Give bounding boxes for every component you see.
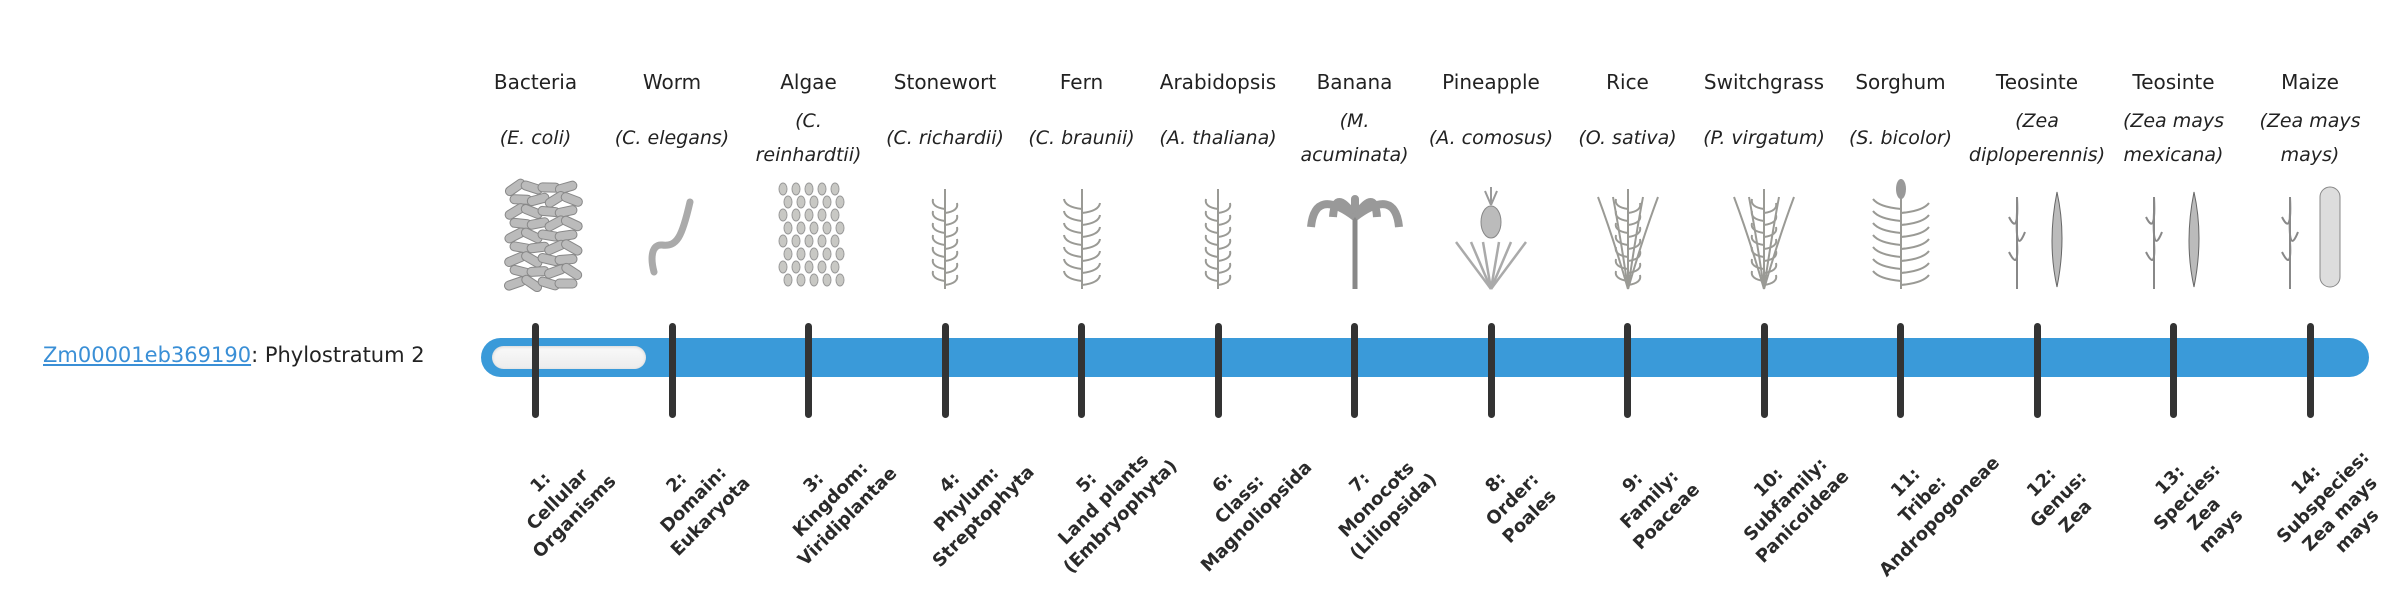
phylostratum-text: : Phylostratum 2 [251, 343, 425, 367]
stratum-label: 7: Monocots (Liliopsida) [1291, 414, 1462, 585]
gene-phylostratum-label: Zm00001eb369190: Phylostratum 2 [43, 340, 425, 370]
stratum-label: 12: Genus: Zea [1973, 414, 2144, 585]
organism-common-name: Fern [1059, 70, 1104, 94]
organism-species-name: (Zea mays mexicana) [2122, 110, 2225, 166]
worm-icon [648, 198, 694, 276]
stratum-label: 9: Family: Poaceae [1564, 414, 1735, 585]
organism-common-name: Switchgrass [1703, 70, 1825, 94]
stratum-tick [532, 323, 539, 418]
organism-species-name: (S. bicolor) [1848, 127, 1953, 149]
stratum-label: 11: Tribe: Andropogoneae [1837, 414, 2008, 585]
stratum-label: 5: Land plants (Embryophyta) [1018, 414, 1189, 585]
maize-icon [2281, 186, 2341, 289]
stratum-tick [1214, 323, 1222, 418]
stratum-tick [805, 323, 812, 418]
organism-species-name: (M. acuminata) [1300, 110, 1409, 166]
switchgrass-icon [1733, 189, 1795, 290]
stratum-label: 6: Class: Magnoliopsida [1154, 414, 1325, 585]
organism-common-name: Teosinte [1995, 70, 2079, 94]
stratum-label: 2: Domain: Eukaryota [608, 414, 779, 585]
stratum-label: 4: Phylum: Streptophyta [881, 414, 1052, 585]
organism-common-name: Rice [1606, 70, 1649, 94]
organism-common-name: Maize [2281, 70, 2339, 94]
organism-common-name: Pineapple [1442, 70, 1540, 94]
fern-icon [1062, 189, 1101, 289]
organism-common-name: Worm [642, 70, 702, 94]
stratum-tick [1351, 323, 1358, 418]
stonewort-icon [931, 189, 959, 289]
organism-species-name: (C. braunii) [1028, 127, 1135, 149]
organism-common-name: Bacteria [493, 70, 578, 94]
organism-species-name: (C. richardii) [886, 127, 1004, 149]
stratum-tick [1760, 323, 1768, 418]
organism-species-name: (Zea mays mays) [2259, 110, 2361, 166]
organism-common-name: Stonewort [893, 70, 997, 94]
algae-icon [778, 182, 844, 287]
stratum-tick [1078, 323, 1085, 418]
stratum-label: 13: Species: Zea mays [2101, 412, 2289, 600]
stratum-tick [1624, 323, 1631, 418]
organism-species-name: (C. elegans) [614, 127, 730, 149]
stratum-tick [668, 323, 676, 418]
pineapple-icon [1454, 187, 1528, 290]
organism-species-name: (Zea diploperennis) [1968, 110, 2106, 166]
stratum-label: 14: Subspecies: Zea mays mays [2238, 412, 2400, 600]
stratum-tick [2306, 323, 2314, 418]
stratum-tick [2170, 323, 2177, 418]
arabidopsis-icon [1204, 189, 1232, 289]
stratum-label: 8: Order: Poales [1427, 414, 1598, 585]
organism-species-name: (O. sativa) [1578, 127, 1677, 149]
stratum-label: 3: Kingdom: Viridiplantae [745, 414, 916, 585]
teosinte-icon [2008, 191, 2063, 289]
banana-icon [1306, 195, 1403, 289]
teosinte-icon [2144, 191, 2199, 289]
organism-common-name: Banana [1316, 70, 1393, 94]
stratum-label: 10: Subfamily: Panicoideae [1700, 414, 1871, 585]
organism-species-name: (E. coli) [499, 127, 572, 149]
organism-species-name: (P. virgatum) [1703, 127, 1825, 149]
stratum-tick [1487, 323, 1495, 418]
phylostratum-bar [481, 338, 2369, 377]
organism-common-name: Teosinte [2132, 70, 2215, 94]
organism-species-name: (C. reinhardtii) [755, 110, 862, 166]
organism-common-name: Algae [780, 70, 837, 94]
phylostratum-bar-empty-segment [492, 346, 646, 369]
organism-common-name: Arabidopsis [1159, 70, 1277, 94]
organism-species-name: (A. comosus) [1428, 127, 1554, 149]
stratum-tick [2033, 323, 2041, 418]
stratum-tick [941, 323, 949, 418]
rice-icon [1596, 189, 1659, 290]
gene-id-link[interactable]: Zm00001eb369190 [43, 343, 252, 367]
bacteria-icon [503, 178, 583, 293]
organism-species-name: (A. thaliana) [1159, 127, 1277, 149]
organism-common-name: Sorghum [1855, 70, 1946, 94]
stratum-label: 1: Cellular Organisms [472, 414, 643, 585]
sorghum-icon [1871, 179, 1930, 289]
stratum-tick [1897, 323, 1904, 418]
